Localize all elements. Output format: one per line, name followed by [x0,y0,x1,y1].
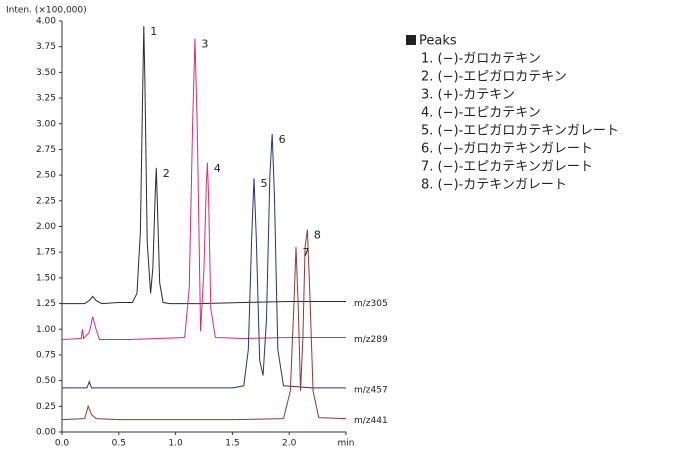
peak-label: 7 [303,246,310,259]
trace [62,26,346,305]
x-tick-label: 0.0 [55,439,70,449]
trace [61,229,347,421]
x-tick-label: 1.5 [225,439,239,449]
x-tick-label: 2.0 [282,439,297,449]
peak-list-item: 1. (−)-ガロカテキン [421,52,541,67]
trace-label: m/z289 [354,335,388,345]
x-tick-label: 1.0 [168,439,183,449]
peak-list-item: 2. (−)-エピガロカテキン [421,70,567,85]
x-tick-label: 0.5 [112,439,126,449]
y-tick-label: 0.00 [36,428,56,438]
peak-label: 4 [214,162,221,175]
y-tick-label: 2.00 [36,222,56,232]
peak-list-item: 5. (−)-エピガロカテキンガレート [421,124,619,139]
y-tick-label: 2.50 [36,171,56,181]
peak-label: 5 [260,177,267,190]
peak-list-item: 6. (−)-ガロカテキンガレート [421,142,593,157]
peak-label: 1 [150,25,157,38]
y-tick-label: 1.75 [36,248,56,258]
trace [62,133,346,389]
y-tick-label: 0.25 [36,402,56,412]
trace-label: m/z441 [354,416,388,426]
y-tick-label: 2.75 [36,145,56,155]
peak-list-item: 8. (−)-カテキンガレート [421,178,567,193]
x-tick-label: min [338,439,355,449]
peak-label: 6 [279,133,286,146]
y-axis-label: Inten. (×100,000) [6,6,87,16]
y-tick-label: 1.00 [36,325,56,335]
y-tick-label: 2.25 [36,196,56,206]
y-tick-label: 3.75 [36,42,56,52]
y-tick-label: 3.50 [36,68,56,78]
trace-label: m/z305 [354,299,388,309]
peak-list-title: Peaks [419,34,457,49]
y-tick-label: 0.75 [36,350,56,360]
peak-label: 3 [201,37,208,50]
trace-label: m/z457 [354,385,388,395]
peak-list-item: 4. (−)-エピカテキン [421,106,541,121]
peak-list-item: 7. (−)-エピカテキンガレート [421,160,593,175]
y-tick-label: 3.00 [36,119,56,129]
legend-marker [406,35,416,45]
y-tick-label: 0.50 [36,376,56,386]
y-tick-label: 3.25 [36,94,56,104]
trace [61,38,346,341]
peak-list-item: 3. (+)-カテキン [421,88,515,103]
y-tick-label: 1.25 [36,299,56,309]
peak-label: 2 [163,167,170,180]
peak-label: 8 [314,229,321,242]
y-tick-label: 1.50 [36,273,56,283]
peak-list: Peaks 1. (−)-ガロカテキン 2. (−)-エピガロカテキン 3. (+)… [406,34,619,193]
y-tick-label: 4.00 [36,17,56,27]
